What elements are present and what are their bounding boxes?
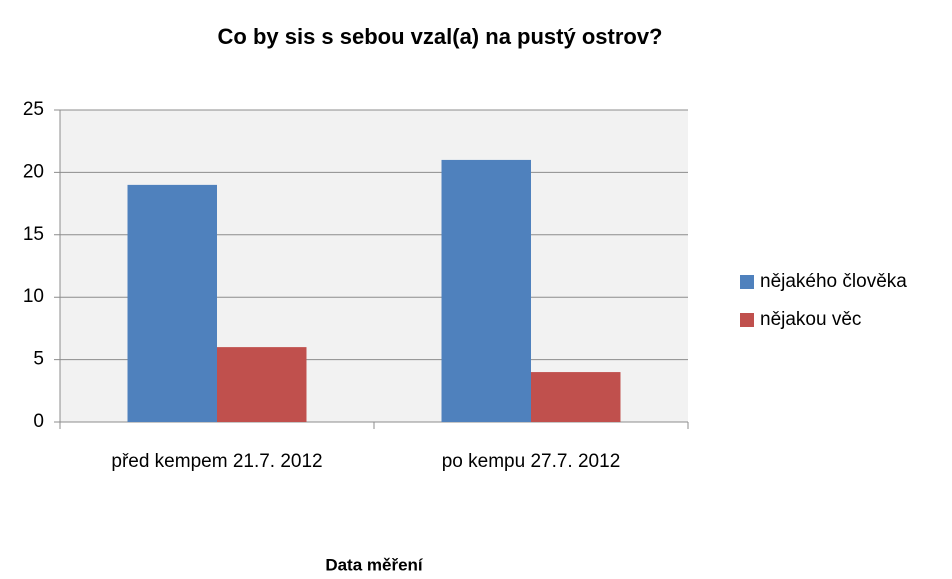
y-tick-label: 5 — [33, 349, 44, 370]
y-tick-label: 25 — [23, 99, 44, 120]
bar — [127, 184, 217, 422]
y-tick-label: 0 — [33, 411, 44, 432]
legend-label: nějakou věc — [760, 309, 861, 330]
chart-title: Co by sis s sebou vzal(a) na pustý ostro… — [218, 24, 663, 49]
y-tick-label: 15 — [23, 224, 44, 245]
legend-label: nějakého člověka — [760, 271, 907, 292]
y-tick-label: 10 — [23, 286, 44, 307]
bar — [531, 372, 621, 422]
legend-swatch — [740, 313, 754, 327]
bar — [441, 159, 531, 423]
x-axis-label: Data měření — [325, 555, 424, 574]
legend-swatch — [740, 275, 754, 289]
y-tick-label: 20 — [23, 161, 44, 182]
x-tick-label: před kempem 21.7. 2012 — [111, 451, 322, 472]
bar — [217, 347, 307, 422]
x-tick-label: po kempu 27.7. 2012 — [442, 451, 621, 472]
